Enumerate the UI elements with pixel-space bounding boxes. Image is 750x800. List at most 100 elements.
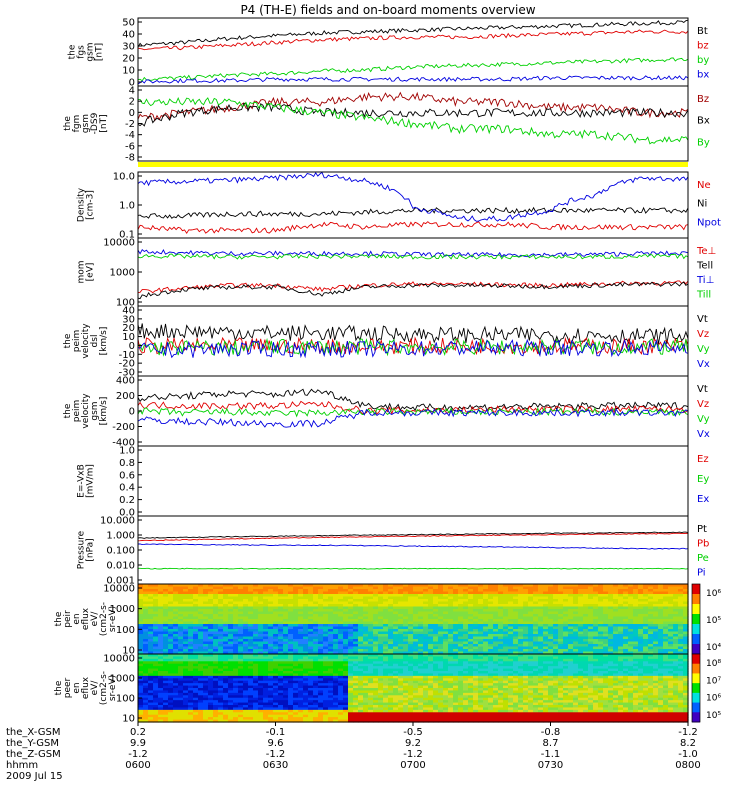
spectrogram-cell xyxy=(233,589,239,593)
spectrogram-cell xyxy=(398,644,404,648)
spectrogram-cell xyxy=(388,690,394,694)
spectrogram-cell xyxy=(333,700,339,704)
spectrogram-cell xyxy=(153,695,159,699)
spectrogram-cell xyxy=(343,692,349,696)
spectrogram-cell xyxy=(438,591,444,595)
spectrogram-cell xyxy=(388,702,394,706)
spectrogram-cell xyxy=(373,589,379,593)
spectrogram-cell xyxy=(298,649,304,653)
spectrogram-cell xyxy=(433,692,439,696)
spectrogram-cell xyxy=(368,636,374,640)
spectrogram-cell xyxy=(153,690,159,694)
spectrogram-cell xyxy=(658,616,664,620)
spectrogram-cell xyxy=(633,644,639,648)
spectrogram-cell xyxy=(528,609,534,613)
spectrogram-cell xyxy=(493,614,499,618)
spectrogram-cell xyxy=(208,707,214,711)
spectrogram-cell xyxy=(173,621,179,625)
spectrogram-cell xyxy=(443,629,449,633)
spectrogram-cell xyxy=(193,690,199,694)
spectrogram-cell xyxy=(263,690,269,694)
spectrogram-cell xyxy=(163,709,169,713)
spectrogram-cell xyxy=(428,690,434,694)
spectrogram-cell xyxy=(463,616,469,620)
spectrogram-cell xyxy=(353,631,359,635)
spectrogram-cell xyxy=(308,634,314,638)
spectrogram-cell xyxy=(538,631,544,635)
spectrogram-cell xyxy=(218,629,224,633)
spectrogram-cell xyxy=(243,649,249,653)
spectrogram-cell xyxy=(223,717,229,721)
spectrogram-cell xyxy=(358,712,364,716)
spectrogram-cell xyxy=(298,614,304,618)
spectrogram-cell xyxy=(448,631,454,635)
spectrogram-cell xyxy=(483,611,489,615)
spectrogram-cell xyxy=(208,619,214,623)
spectrogram-cell xyxy=(333,714,339,718)
spectrogram-cell xyxy=(398,626,404,630)
spectrogram-cell xyxy=(353,609,359,613)
spectrogram-cell xyxy=(288,594,294,598)
spectrogram-cell xyxy=(383,584,389,588)
spectrogram-cell xyxy=(483,641,489,645)
spectrogram-cell xyxy=(183,692,189,696)
spectrogram-cell xyxy=(398,614,404,618)
spectrogram-cell xyxy=(538,596,544,600)
series-line-Till xyxy=(137,253,689,260)
spectrogram-cell xyxy=(248,631,254,635)
spectrogram-cell xyxy=(223,668,229,672)
spectrogram-cell xyxy=(318,680,324,684)
spectrogram-cell xyxy=(173,616,179,620)
spectrogram-cell xyxy=(188,649,194,653)
spectrogram-cell xyxy=(203,683,209,687)
spectrogram-cell xyxy=(393,692,399,696)
spectrogram-cell xyxy=(203,658,209,662)
spectrogram-cell xyxy=(253,589,259,593)
spectrogram-cell xyxy=(433,651,439,655)
spectrogram-cell xyxy=(633,619,639,623)
spectrogram-cell xyxy=(633,634,639,638)
spectrogram-cell xyxy=(173,646,179,650)
spectrogram-cell xyxy=(503,639,509,643)
spectrogram-cell xyxy=(568,606,574,610)
spectrogram-cell xyxy=(308,584,314,588)
spectrogram-cell xyxy=(643,584,649,588)
spectrogram-cell xyxy=(398,639,404,643)
spectrogram-cell xyxy=(493,641,499,645)
spectrogram-cell xyxy=(233,609,239,613)
spectrogram-cell xyxy=(493,601,499,605)
spectrogram-cell xyxy=(463,594,469,598)
spectrogram-cell xyxy=(333,634,339,638)
spectrogram-cell xyxy=(353,651,359,655)
spectrogram-cell xyxy=(213,705,219,709)
spectrogram-cell xyxy=(313,719,319,723)
spectrogram-cell xyxy=(273,609,279,613)
spectrogram-cell xyxy=(458,586,464,590)
spectrogram-cell xyxy=(463,606,469,610)
spectrogram-cell xyxy=(248,594,254,598)
spectrogram-cell xyxy=(293,680,299,684)
spectrogram-cell xyxy=(288,702,294,706)
spectrogram-cell xyxy=(443,661,449,665)
spectrogram-cell xyxy=(428,609,434,613)
spectrogram-cell xyxy=(423,591,429,595)
spectrogram-cell xyxy=(293,654,299,658)
spectrogram-cell xyxy=(503,621,509,625)
spectrogram-cell xyxy=(213,661,219,665)
spectrogram-cell xyxy=(323,666,329,670)
spectrogram-cell xyxy=(488,631,494,635)
spectrogram-cell xyxy=(163,594,169,598)
spectrogram-cell xyxy=(278,594,284,598)
spectrogram-cell xyxy=(403,661,409,665)
spectrogram-cell xyxy=(168,656,174,660)
spectrogram-cell xyxy=(218,649,224,653)
spectrogram-cell xyxy=(148,594,154,598)
spectrogram-cell xyxy=(298,621,304,625)
spectrogram-cell xyxy=(318,666,324,670)
spectrogram-cell xyxy=(508,624,514,628)
spectrogram-cell xyxy=(153,707,159,711)
spectrogram-cell xyxy=(403,591,409,595)
spectrogram-cell xyxy=(518,614,524,618)
spectrogram-cell xyxy=(203,599,209,603)
